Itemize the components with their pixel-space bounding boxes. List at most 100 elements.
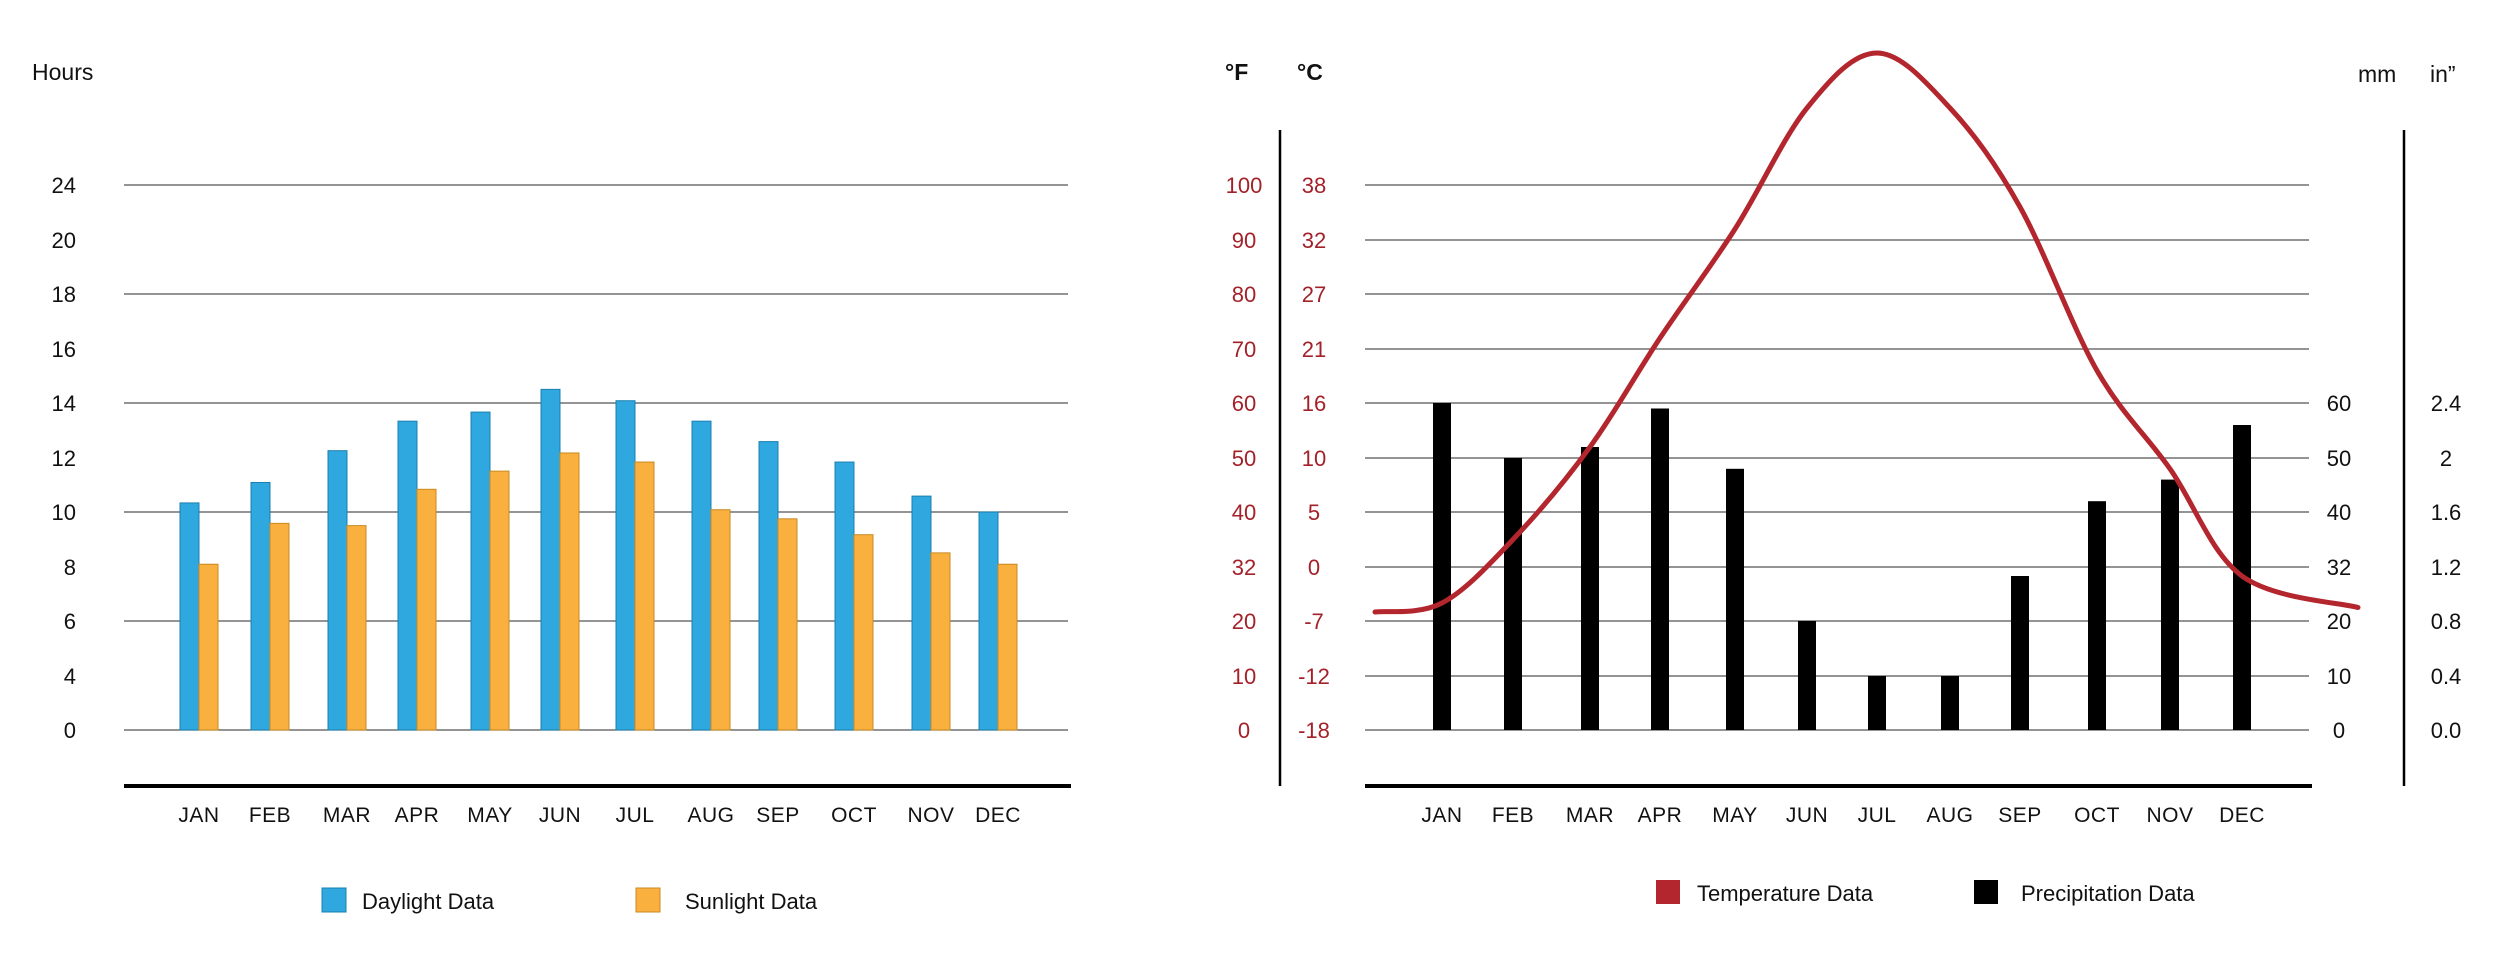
x-tick-label: JUL [616, 804, 655, 827]
celsius-tick-label: 32 [1302, 228, 1326, 253]
x-tick-label: AUG [687, 804, 734, 827]
y-tick-label: 24 [52, 173, 76, 198]
bar-daylight [615, 400, 636, 731]
fahrenheit-tick-label: 0 [1238, 718, 1250, 743]
bar-daylight [758, 441, 779, 731]
y-tick-label: 10 [52, 500, 76, 525]
celsius-tick-label: 5 [1308, 500, 1320, 525]
bar-daylight [691, 420, 712, 731]
x-tick-label: JUN [539, 804, 581, 827]
bar-sunlight [559, 452, 580, 731]
y-tick-label: 16 [52, 337, 76, 362]
x-tick-label: FEB [1492, 804, 1534, 827]
left-legend: Daylight Data Sunlight Data [321, 887, 818, 914]
inch-tick-label: 0.0 [2431, 718, 2462, 743]
celsius-tick-label: -7 [1304, 609, 1324, 634]
legend-label-temperature: Temperature Data [1697, 881, 1874, 906]
celsius-tick-label: 16 [1302, 391, 1326, 416]
bar-sunlight [710, 509, 731, 731]
mm-tick-label: 10 [2327, 664, 2351, 689]
unit-label-mm: mm [2358, 61, 2396, 87]
x-tick-label: NOV [907, 804, 954, 827]
bar-sunlight [346, 525, 367, 731]
y-tick-label: 8 [64, 555, 76, 580]
y-tick-label: 0 [64, 718, 76, 743]
x-tick-label: FEB [249, 804, 291, 827]
x-tick-label: SEP [1998, 804, 2042, 827]
right-legend: Temperature Data Precipitation Data [1656, 880, 2195, 906]
bar-precipitation [1581, 447, 1599, 730]
right-x-ticks: JAN FEB MAR APR MAY JUN JUL AUG SEP OCT NOV DEC [1421, 804, 2265, 827]
precipitation-bars [1433, 403, 2251, 730]
bar-sunlight [853, 534, 874, 731]
celsius-tick-label: 10 [1302, 446, 1326, 471]
celsius-tick-label: 38 [1302, 173, 1326, 198]
bar-sunlight [930, 552, 951, 731]
celsius-tick-label: -18 [1298, 718, 1330, 743]
mm-tick-label: 0 [2333, 718, 2345, 743]
x-tick-label: MAR [1566, 804, 1614, 827]
y-tick-label: 6 [64, 609, 76, 634]
y-axis-label-hours: Hours [32, 59, 93, 85]
left-y-ticks: 0 4 6 8 10 12 14 16 18 20 24 [52, 173, 76, 743]
bar-precipitation [1651, 408, 1669, 730]
bar-precipitation [1726, 468, 1744, 730]
bar-daylight [834, 461, 855, 731]
inch-tick-label: 0.4 [2431, 664, 2462, 689]
legend-label-sunlight: Sunlight Data [685, 889, 818, 914]
fahrenheit-tick-label: 50 [1232, 446, 1256, 471]
temperature-line [1372, 50, 2361, 615]
legend-swatch-sunlight [635, 887, 661, 913]
fahrenheit-tick-label: 40 [1232, 500, 1256, 525]
fahrenheit-tick-label: 80 [1232, 282, 1256, 307]
x-tick-label: APR [1638, 804, 1683, 827]
fahrenheit-tick-label: 70 [1232, 337, 1256, 362]
x-tick-label: MAY [467, 804, 512, 827]
x-tick-label: APR [395, 804, 440, 827]
bar-sunlight [416, 488, 437, 731]
x-tick-label: SEP [756, 804, 800, 827]
y-tick-label: 4 [64, 664, 76, 689]
bar-sunlight [997, 563, 1018, 731]
x-tick-label: JUN [1786, 804, 1828, 827]
y-tick-label: 12 [52, 446, 76, 471]
unit-label-fahrenheit: °F [1225, 59, 1248, 85]
celsius-tick-label: 0 [1308, 555, 1320, 580]
mm-tick-label: 50 [2327, 446, 2351, 471]
bar-precipitation [2088, 501, 2106, 730]
inch-tick-label: 1.2 [2431, 555, 2462, 580]
x-tick-label: JAN [1421, 804, 1462, 827]
bar-sunlight [777, 518, 798, 731]
bar-daylight [327, 450, 348, 731]
bar-daylight [470, 411, 491, 731]
celsius-tick-label: -12 [1298, 664, 1330, 689]
mm-tick-label: 40 [2327, 500, 2351, 525]
bar-daylight [179, 502, 200, 731]
fahrenheit-tick-label: 10 [1232, 664, 1256, 689]
mm-tick-label: 32 [2327, 555, 2351, 580]
mm-tick-label: 20 [2327, 609, 2351, 634]
fahrenheit-tick-label: 90 [1232, 228, 1256, 253]
celsius-tick-label: 21 [1302, 337, 1326, 362]
right-gridlines [1365, 184, 2309, 731]
mm-tick-label: 60 [2327, 391, 2351, 416]
celsius-tick-label: 27 [1302, 282, 1326, 307]
x-tick-label: MAY [1712, 804, 1757, 827]
y-tick-label: 14 [52, 391, 76, 416]
bar-daylight [978, 511, 999, 731]
daylight-sunlight-chart: Hours 0 4 6 8 10 12 14 16 18 20 24 JAN FEB MAR APR MAY… [32, 59, 1071, 914]
legend-swatch-precipitation [1974, 880, 1998, 904]
unit-label-inches: in” [2430, 61, 2456, 87]
bar-sunlight [634, 461, 655, 731]
fahrenheit-tick-label: 60 [1232, 391, 1256, 416]
bar-precipitation [2161, 479, 2179, 730]
unit-label-celsius: °C [1297, 59, 1323, 85]
x-tick-label: NOV [2146, 804, 2193, 827]
bar-daylight [250, 481, 271, 731]
fahrenheit-tick-label: 100 [1226, 173, 1263, 198]
legend-swatch-temperature [1656, 880, 1680, 904]
bar-precipitation [1433, 403, 1451, 730]
y-tick-label: 20 [52, 228, 76, 253]
x-tick-label: DEC [2219, 804, 2265, 827]
